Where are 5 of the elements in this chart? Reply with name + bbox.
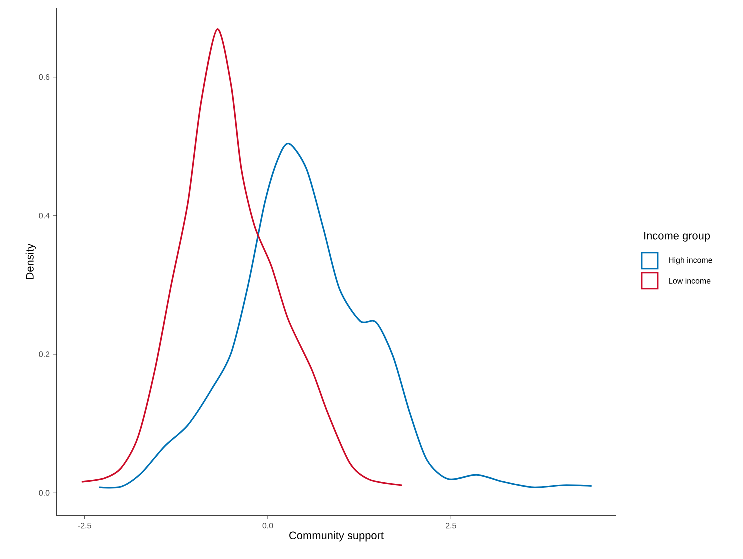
- x-axis-title: Community support: [290, 531, 384, 542]
- line-series: [81, 28, 403, 486]
- y-axis-title: Density: [26, 244, 36, 280]
- legend-title: Income group: [644, 232, 710, 242]
- line-series: [98, 143, 593, 489]
